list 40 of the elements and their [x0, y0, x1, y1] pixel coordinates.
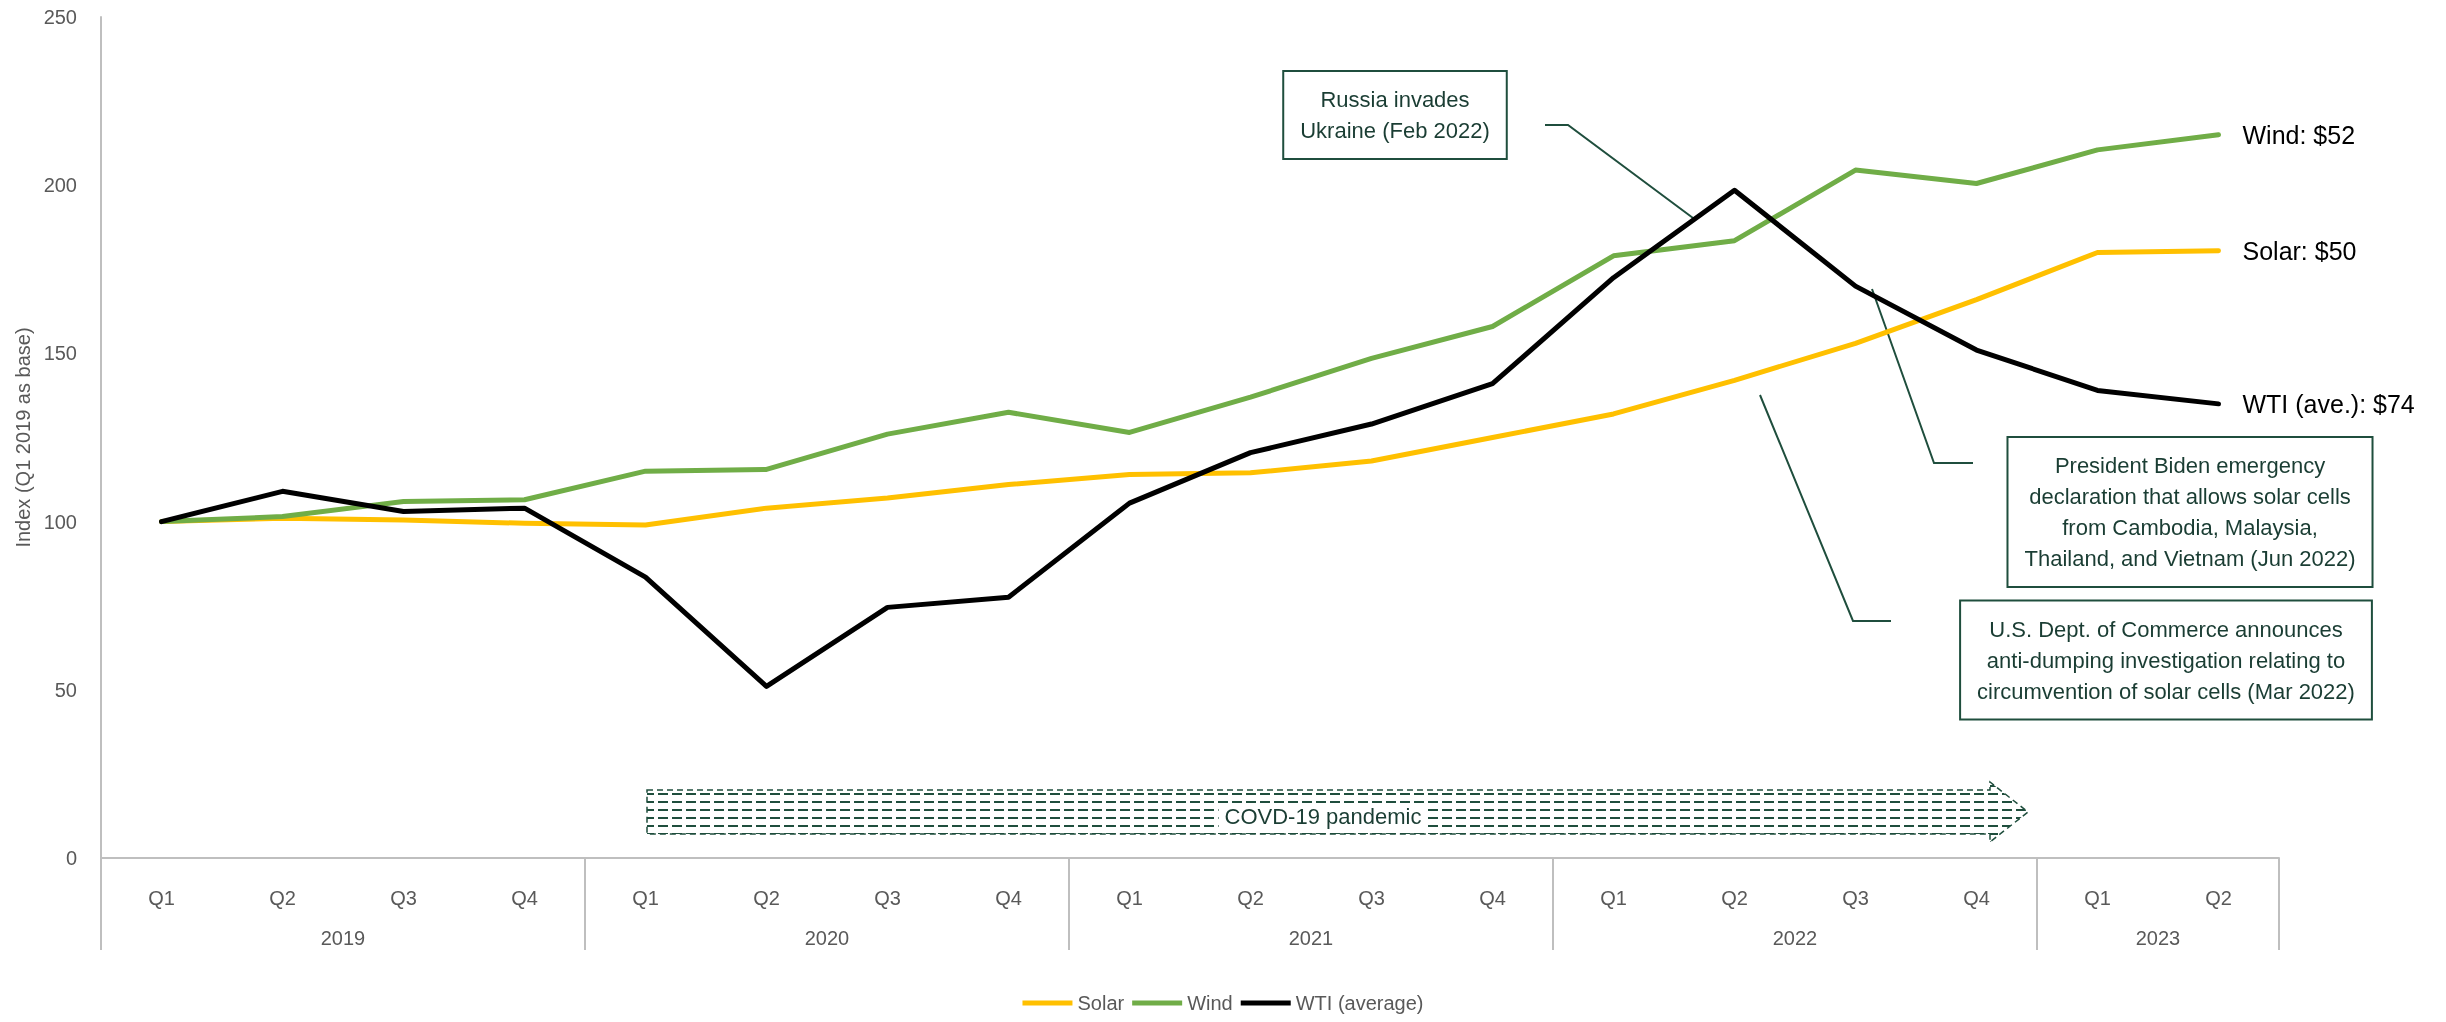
- x-tick-label: Q1: [1116, 887, 1143, 909]
- y-tick-label: 100: [43, 510, 77, 533]
- x-tick-label: Q2: [2205, 887, 2232, 909]
- x-tick-label: Q1: [2084, 887, 2111, 909]
- legend-label: Solar: [1077, 992, 1125, 1014]
- annotation: Wind: $52: [2242, 120, 2356, 149]
- y-tick-label: 250: [43, 6, 77, 28]
- x-tick-label: Q1: [1600, 887, 1627, 909]
- y-tick-label: 200: [43, 174, 77, 197]
- legend-label: WTI (average): [1295, 992, 1424, 1014]
- y-axis-title: Index (Q1 2019 as base): [11, 327, 34, 548]
- text: 2019: [320, 927, 366, 949]
- x-tick-label: Q4: [1479, 887, 1506, 909]
- annotation: Solar: $50: [2242, 236, 2357, 265]
- annotation: WTI (ave.): $74: [2242, 389, 2415, 418]
- x-tick-label: Q3: [1358, 887, 1385, 909]
- text: 2023: [2135, 927, 2181, 949]
- y-tick-label: 50: [54, 678, 77, 701]
- text: 2021: [1288, 927, 1334, 949]
- x-tick-label: Q2: [1237, 887, 1264, 909]
- text: 2020: [804, 927, 850, 949]
- annotation: President Biden emergency declaration that allows solar cells from Cambodia, Malaysia, Thailand, and Vietnam (Jun 2022): [2024, 453, 2356, 571]
- annotation: U.S. Dept. of Commerce announces anti-dumping investigation relating to circumvention of solar cells (Mar 2022): [1977, 616, 2355, 704]
- y-tick-label: 150: [43, 342, 77, 365]
- x-tick-label: Q4: [511, 887, 538, 909]
- text: 2022: [1772, 927, 1818, 949]
- x-tick-label: Q1: [148, 887, 175, 909]
- x-tick-label: Q3: [390, 887, 417, 909]
- x-tick-label: Q2: [269, 887, 296, 909]
- x-tick-label: Q2: [753, 887, 780, 909]
- legend-label: Wind: [1187, 992, 1233, 1014]
- x-tick-label: Q2: [1721, 887, 1748, 909]
- annotation: COVD-19 pandemic: [1224, 803, 1422, 829]
- x-tick-label: Q4: [1963, 887, 1990, 909]
- y-tick-label: 0: [65, 847, 77, 869]
- x-tick-label: Q1: [632, 887, 659, 909]
- x-tick-label: Q3: [874, 887, 901, 909]
- annotation: Russia invades Ukraine (Feb 2022): [1300, 87, 1490, 143]
- x-tick-label: Q3: [1842, 887, 1869, 909]
- x-tick-label: Q4: [995, 887, 1022, 909]
